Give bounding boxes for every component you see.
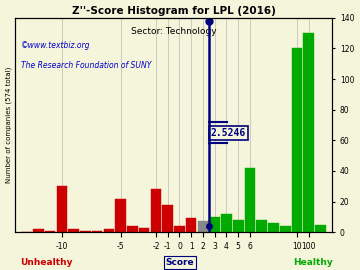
Text: Healthy: Healthy bbox=[293, 258, 333, 267]
Bar bbox=[45, 231, 55, 232]
Y-axis label: Number of companies (574 total): Number of companies (574 total) bbox=[5, 67, 12, 183]
Title: Z''-Score Histogram for LPL (2016): Z''-Score Histogram for LPL (2016) bbox=[72, 6, 275, 16]
Bar bbox=[115, 198, 126, 232]
Bar bbox=[268, 223, 279, 232]
Bar bbox=[198, 221, 208, 232]
Bar bbox=[162, 205, 173, 232]
Text: Unhealthy: Unhealthy bbox=[21, 258, 73, 267]
Bar bbox=[292, 48, 302, 232]
Text: 2.5246: 2.5246 bbox=[211, 128, 246, 138]
Bar bbox=[127, 226, 138, 232]
Bar bbox=[68, 229, 79, 232]
Bar bbox=[315, 225, 326, 232]
Text: Score: Score bbox=[166, 258, 194, 267]
Bar bbox=[33, 229, 44, 232]
Bar bbox=[186, 218, 197, 232]
Bar bbox=[221, 214, 232, 232]
Bar bbox=[256, 220, 267, 232]
Bar bbox=[150, 189, 161, 232]
Bar bbox=[80, 231, 91, 232]
Bar bbox=[139, 228, 149, 232]
Bar bbox=[92, 231, 103, 232]
Bar bbox=[280, 226, 291, 232]
Bar bbox=[57, 186, 67, 232]
Bar bbox=[245, 168, 255, 232]
Bar bbox=[210, 217, 220, 232]
Bar bbox=[104, 229, 114, 232]
Bar bbox=[303, 33, 314, 232]
Text: Sector: Technology: Sector: Technology bbox=[131, 27, 216, 36]
Text: The Research Foundation of SUNY: The Research Foundation of SUNY bbox=[21, 61, 152, 70]
Bar bbox=[233, 220, 243, 232]
Bar bbox=[174, 226, 185, 232]
Text: ©www.textbiz.org: ©www.textbiz.org bbox=[21, 41, 91, 50]
